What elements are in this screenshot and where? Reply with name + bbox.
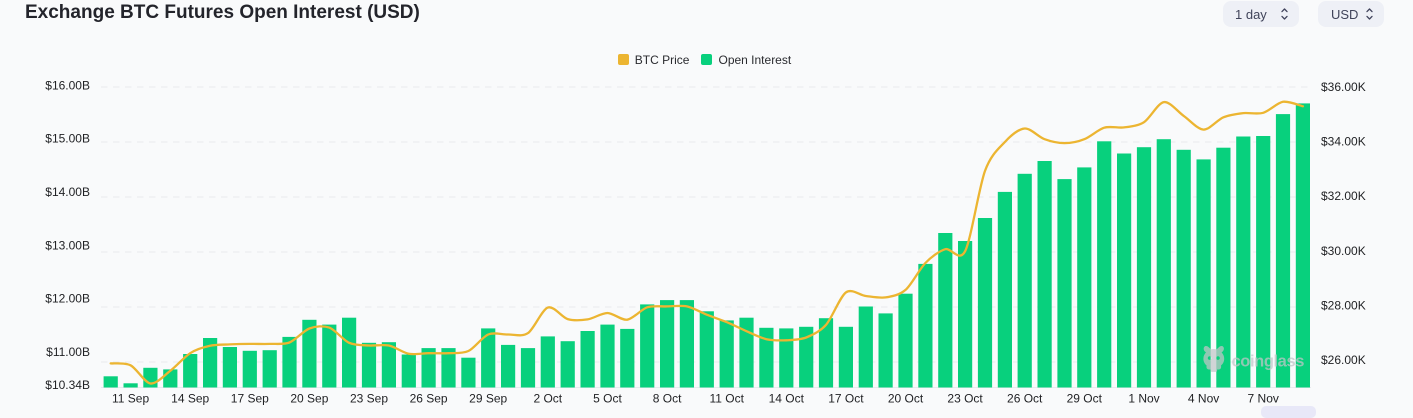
svg-text:4 Nov: 4 Nov bbox=[1188, 392, 1219, 406]
svg-text:14 Sep: 14 Sep bbox=[171, 392, 209, 406]
svg-text:14 Oct: 14 Oct bbox=[769, 392, 805, 406]
svg-text:$26.00K: $26.00K bbox=[1321, 353, 1366, 367]
svg-text:23 Oct: 23 Oct bbox=[947, 392, 983, 406]
svg-text:$13.00B: $13.00B bbox=[45, 238, 90, 252]
svg-text:coinglass: coinglass bbox=[1232, 353, 1305, 371]
svg-text:7 Nov: 7 Nov bbox=[1248, 392, 1279, 406]
svg-text:26 Oct: 26 Oct bbox=[1007, 392, 1043, 406]
svg-text:$11.00B: $11.00B bbox=[46, 345, 90, 359]
svg-text:$30.00K: $30.00K bbox=[1321, 244, 1366, 258]
svg-text:2 Oct: 2 Oct bbox=[533, 392, 562, 406]
svg-text:$10.34B: $10.34B bbox=[45, 378, 90, 392]
svg-text:20 Oct: 20 Oct bbox=[888, 392, 924, 406]
svg-text:$16.00B: $16.00B bbox=[45, 78, 90, 92]
svg-text:$28.00K: $28.00K bbox=[1321, 298, 1366, 312]
svg-text:$34.00K: $34.00K bbox=[1321, 135, 1366, 149]
svg-text:1 Nov: 1 Nov bbox=[1128, 392, 1159, 406]
svg-text:17 Oct: 17 Oct bbox=[828, 392, 864, 406]
svg-text:$12.00B: $12.00B bbox=[45, 292, 90, 306]
svg-text:17 Sep: 17 Sep bbox=[231, 392, 269, 406]
svg-text:11 Sep: 11 Sep bbox=[112, 392, 149, 406]
svg-text:$14.00B: $14.00B bbox=[45, 185, 90, 199]
svg-text:11 Oct: 11 Oct bbox=[709, 392, 744, 406]
svg-text:29 Sep: 29 Sep bbox=[469, 392, 507, 406]
svg-text:$36.00K: $36.00K bbox=[1321, 80, 1366, 94]
svg-text:$32.00K: $32.00K bbox=[1321, 189, 1366, 203]
svg-text:8 Oct: 8 Oct bbox=[653, 392, 682, 406]
svg-text:5 Oct: 5 Oct bbox=[593, 392, 622, 406]
svg-text:23 Sep: 23 Sep bbox=[350, 392, 388, 406]
svg-text:$15.00B: $15.00B bbox=[45, 132, 90, 146]
svg-text:26 Sep: 26 Sep bbox=[410, 392, 448, 406]
svg-text:29 Oct: 29 Oct bbox=[1067, 392, 1103, 406]
svg-text:20 Sep: 20 Sep bbox=[290, 392, 328, 406]
